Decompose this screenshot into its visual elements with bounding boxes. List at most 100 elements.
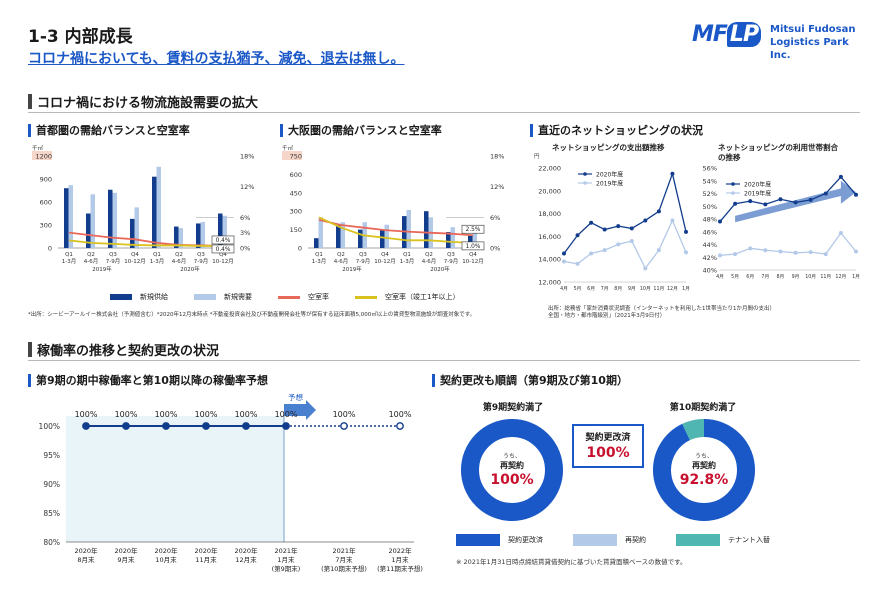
net2-point-0 xyxy=(854,192,858,197)
occ-xtick: 12月末 xyxy=(235,555,257,564)
net1-ytick: 12,000 xyxy=(538,279,561,287)
osaka-year1: 2019年 xyxy=(342,265,362,273)
osaka-xtick-m: 7-9月 xyxy=(444,258,458,265)
tokyo-supply-demand-chart: 千㎡030060090012000%3%6%12%18%Q11-3月Q24-6月… xyxy=(32,144,254,273)
tokyo-bar-demand xyxy=(68,185,73,248)
net1-point-0 xyxy=(656,209,661,214)
net1-point-1 xyxy=(575,261,580,266)
occupancy-chart: 予想 80% 85% 90% 95% 100% 100% 100% 100% 100% 100% 10… xyxy=(39,392,423,573)
net1-point-0 xyxy=(684,229,688,234)
net2-ytick: 56% xyxy=(703,165,717,173)
net2-legend-marker xyxy=(731,182,735,186)
tokyo-xtick-m: 4-6月 xyxy=(84,258,98,265)
osaka-xtick-m: 4-6月 xyxy=(422,258,436,265)
osaka-xtick-m: 10-12月 xyxy=(462,258,483,265)
donut2-hole xyxy=(674,440,734,500)
contract-footnote: ※ 2021年1月31日時点締結賃貸借契約に基づいた賃貸面積ベースの数値です。 xyxy=(456,558,687,566)
occ-point xyxy=(282,422,290,430)
occ-point xyxy=(122,422,130,430)
osaka-y2tick: 6% xyxy=(490,214,500,222)
net2-point-0 xyxy=(808,197,813,202)
osaka-end-label: 1.0% xyxy=(466,244,481,250)
osaka-ymax-highlight xyxy=(282,151,302,160)
contract-title: 契約更改も順調（第9期及び第10期） xyxy=(432,372,628,388)
tokyo-unit: 千㎡ xyxy=(32,144,44,152)
tokyo-bar-demand xyxy=(178,228,183,248)
tokyo-bar-supply xyxy=(152,176,157,248)
osaka-line-vacancy-new xyxy=(318,216,474,244)
net2-legend-label: 2020年度 xyxy=(744,181,771,189)
net2-point-1 xyxy=(823,252,828,257)
net-shopping-title: 直近のネットショッピングの状況 xyxy=(530,122,703,138)
net2-point-0 xyxy=(778,197,783,202)
logo-line-1: Mitsui Fudosan xyxy=(770,24,856,35)
net2-point-1 xyxy=(748,246,753,251)
net1-unit: 円 xyxy=(534,153,540,160)
occ-xtick: 2020年 xyxy=(74,546,98,555)
osaka-bar-supply xyxy=(446,232,451,248)
donut2-slice-tenant xyxy=(653,419,755,521)
occ-point-label: 100% xyxy=(155,410,178,419)
occ-point-label: 100% xyxy=(333,410,356,419)
net2-ytick: 44% xyxy=(703,241,717,249)
tokyo-xtick-q: Q2 xyxy=(175,252,183,258)
net1-ytick: 18,000 xyxy=(538,210,561,218)
osaka-end-label-box xyxy=(461,241,485,251)
osaka-bar-demand xyxy=(384,224,389,248)
occupancy-chart-title-text: 第9期の期中稼働率と第10期以降の稼働率予想 xyxy=(36,374,268,387)
tokyo-ymax-highlight xyxy=(32,151,52,160)
tokyo-xtick-m: 7-9月 xyxy=(106,258,120,265)
tokyo-xtick-m: 10-12月 xyxy=(212,258,233,265)
tokyo-bar-supply xyxy=(64,188,69,248)
section-heading-text: コロナ禍における物流施設需要の拡大 xyxy=(37,96,259,111)
net2-point-1 xyxy=(718,253,722,258)
tokyo-bar-demand xyxy=(200,221,205,248)
net1-point-0 xyxy=(589,220,594,225)
tokyo-end-label: 0.4% xyxy=(216,238,231,244)
net1-xtick: 6月 xyxy=(587,286,595,292)
page-title: 1-3 内部成長 xyxy=(28,27,133,47)
tokyo-bar-supply xyxy=(86,213,91,248)
occ-xtick: 8月末 xyxy=(77,555,95,564)
legend-vacancy-new-label: 空室率（竣工1年以上） xyxy=(385,293,460,301)
osaka-bar-supply xyxy=(336,224,341,248)
tokyo-ytick: 300 xyxy=(40,222,52,230)
tokyo-xtick-q: Q3 xyxy=(109,252,117,258)
donut1-slice-recontract xyxy=(461,419,563,521)
legend-recontract-label: 再契約 xyxy=(625,536,646,544)
source-note-left: *出所：シービーアールイー株式会社（予測値含む）*2020年12月末時点 *不動… xyxy=(28,312,476,318)
net2-title: の推移 xyxy=(718,152,741,162)
net1-point-0 xyxy=(575,233,580,238)
osaka-bar-demand xyxy=(318,217,323,248)
supply-demand-legend: 新規供給 新規需要 空室率 空室率（竣工1年以上） xyxy=(110,292,459,302)
tokyo-y2tick: 6% xyxy=(240,214,250,222)
occ-xtick: 2020年 xyxy=(234,546,258,555)
legend-new-demand-label: 新規需要 xyxy=(224,293,252,301)
legend-vacancy-new: 空室率（竣工1年以上） xyxy=(355,292,459,302)
tokyo-ytick: 900 xyxy=(40,176,52,184)
net2-point-0 xyxy=(823,191,828,196)
osaka-bar-demand xyxy=(340,222,345,248)
tokyo-bar-supply xyxy=(174,226,179,248)
tokyo-xtick-q: Q4 xyxy=(219,252,227,258)
occ-xtick: 2022年 xyxy=(388,546,412,555)
occ-point xyxy=(82,422,90,430)
osaka-ytick: 600 xyxy=(290,171,302,179)
occ-ytick: 100% xyxy=(39,422,60,431)
osaka-chart-title-text: 大阪圏の需給バランスと空室率 xyxy=(288,124,442,137)
legend-new-supply-label: 新規供給 xyxy=(140,293,168,301)
occ-ytick: 85% xyxy=(43,509,60,518)
tokyo-xtick-m: 7-9月 xyxy=(194,258,208,265)
occ-point-label: 100% xyxy=(389,410,412,419)
net1-title: ネットショッピングの支出額推移 xyxy=(552,142,665,152)
tokyo-chart-title: 首都圏の需給バランスと空室率 xyxy=(28,122,190,138)
net1-legend-marker xyxy=(583,172,587,176)
osaka-ytick: 450 xyxy=(290,189,302,197)
net2-point-0 xyxy=(748,199,753,204)
osaka-xtick-q: Q2 xyxy=(425,252,433,258)
net2-point-0 xyxy=(718,219,722,224)
osaka-bar-supply xyxy=(380,229,385,248)
logo-line-2: Logistics Park Inc. xyxy=(770,37,849,61)
net2-line-1 xyxy=(719,231,857,256)
